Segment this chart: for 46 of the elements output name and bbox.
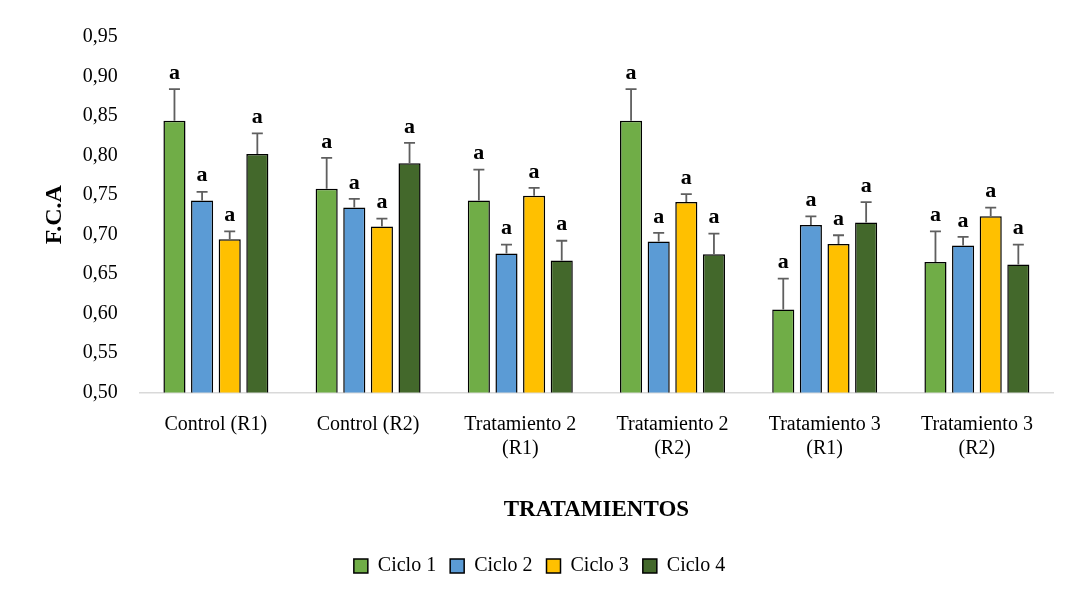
legend-label: Ciclo 1 — [377, 553, 437, 576]
data-label: a — [680, 163, 692, 189]
data-label: a — [777, 248, 789, 274]
data-label: a — [404, 112, 416, 138]
data-label: a — [653, 202, 665, 228]
y-tick-label: 0,50 — [82, 379, 118, 402]
data-label: a — [528, 157, 540, 183]
y-tick-label: 0,80 — [82, 142, 118, 165]
data-label: a — [625, 58, 637, 84]
y-tick-label: 0,70 — [82, 221, 118, 244]
x-axis-title: TRATAMIENTOS — [503, 496, 690, 522]
data-label: a — [376, 188, 388, 214]
data-label: a — [985, 177, 997, 203]
legend-label: Ciclo 2 — [474, 553, 533, 576]
x-tick-label: Tratamiento 3 (R1) — [768, 411, 881, 459]
data-label: a — [251, 103, 263, 129]
legend-label: Ciclo 4 — [666, 553, 726, 576]
data-label: a — [805, 185, 817, 211]
data-label: a — [321, 127, 333, 153]
x-tick-label: Tratamiento 2 (R1) — [464, 411, 577, 459]
data-label: a — [224, 200, 236, 226]
data-label: a — [168, 58, 180, 84]
data-label: a — [833, 204, 845, 230]
y-tick-label: 0,60 — [82, 300, 118, 323]
data-label: a — [929, 200, 941, 226]
y-tick-label: 0,95 — [82, 24, 118, 47]
data-label: a — [860, 171, 872, 197]
data-label: a — [348, 168, 360, 194]
y-tick-label: 0,75 — [82, 182, 118, 205]
y-axis-title: F.C.A — [39, 184, 66, 245]
y-tick-label: 0,55 — [82, 340, 118, 363]
data-label: a — [708, 203, 720, 229]
data-label: a — [957, 206, 969, 232]
x-tick-label: Tratamiento 3 (R2) — [920, 411, 1033, 459]
y-tick-label: 0,85 — [82, 103, 118, 126]
x-tick-label: Control (R1) — [164, 411, 268, 435]
data-label: a — [500, 214, 512, 240]
x-tick-label: Control (R2) — [316, 411, 420, 435]
data-label: a — [473, 139, 485, 165]
x-tick-label: Tratamiento 2 (R2) — [616, 411, 729, 459]
legend-label: Ciclo 3 — [570, 553, 629, 576]
data-label: a — [1012, 214, 1024, 240]
data-label: a — [196, 161, 208, 187]
y-tick-label: 0,90 — [82, 63, 118, 86]
data-label: a — [556, 210, 568, 236]
y-tick-label: 0,65 — [82, 261, 118, 284]
